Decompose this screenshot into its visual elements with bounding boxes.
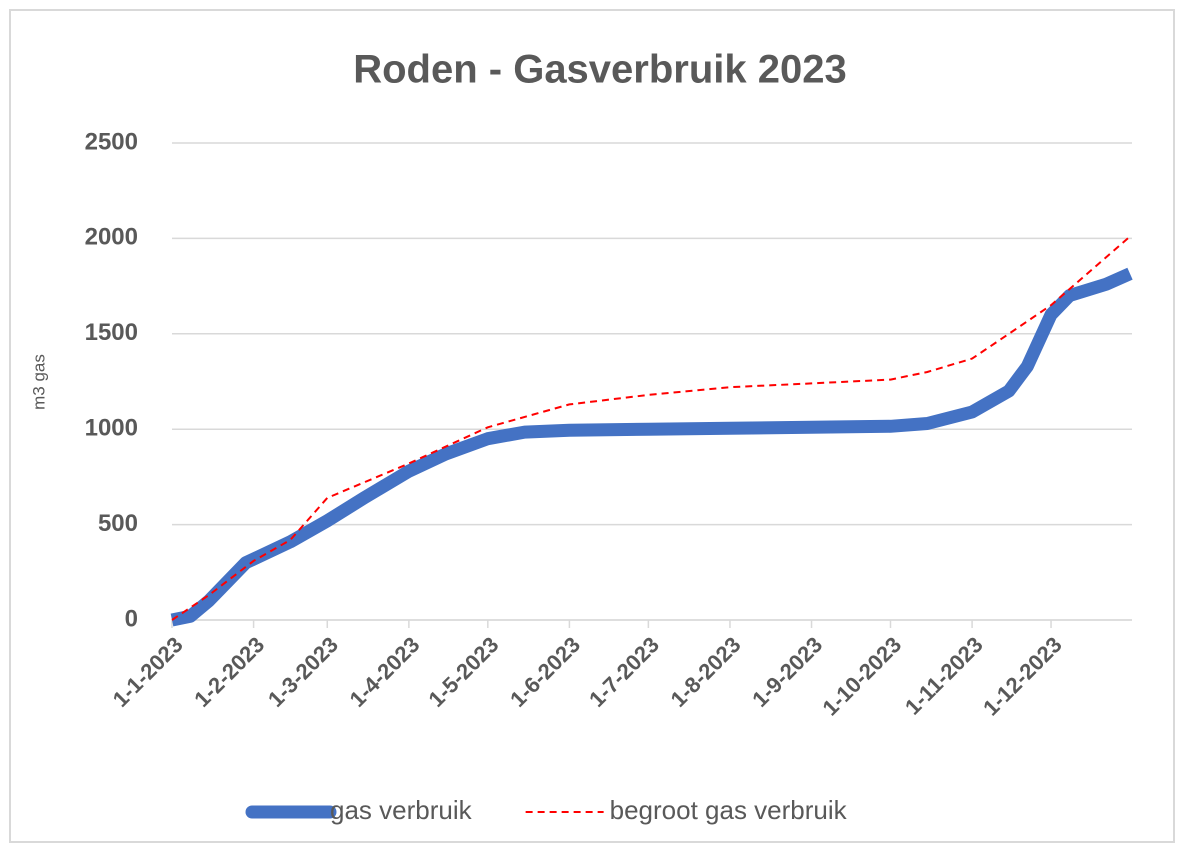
y-tick-label: 1500 xyxy=(85,319,138,346)
y-axis-title: m3 gas xyxy=(29,354,48,410)
series-line xyxy=(171,235,1131,621)
y-tick-label: 0 xyxy=(125,605,138,632)
series-line xyxy=(170,267,1133,627)
y-tick-label: 2000 xyxy=(85,224,138,251)
y-tick-label: 500 xyxy=(98,510,138,537)
legend-label: begroot gas verbruik xyxy=(610,795,848,825)
legend-label: gas verbruik xyxy=(330,795,473,825)
y-tick-label: 2500 xyxy=(85,128,138,155)
chart-title: Roden - Gasverbruik 2023 xyxy=(353,48,847,92)
y-tick-label: 1000 xyxy=(85,415,138,442)
